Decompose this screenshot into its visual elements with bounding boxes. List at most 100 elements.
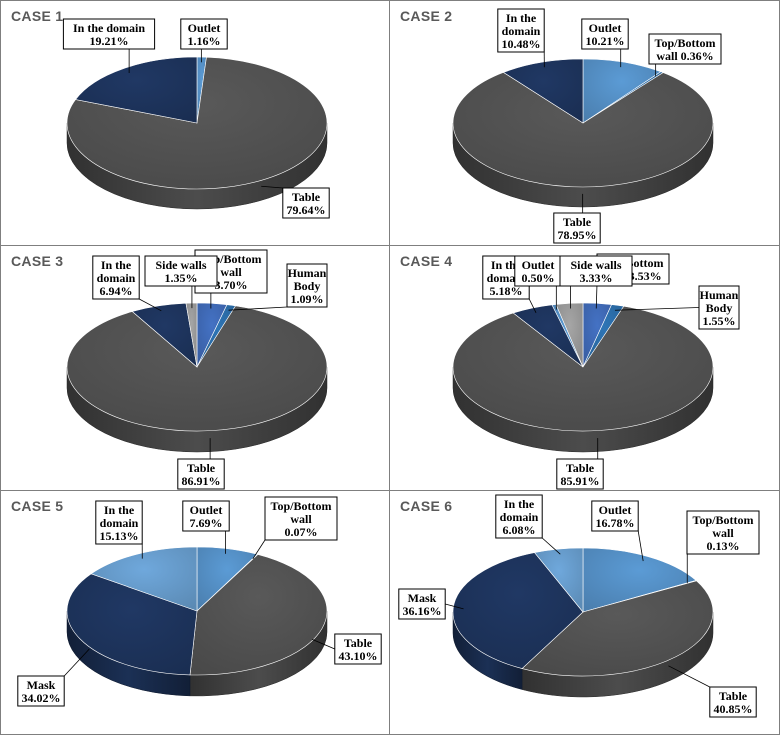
- data-label-text: wall: [220, 265, 242, 279]
- data-label-text: 16.78%: [596, 516, 635, 530]
- data-label-text: Side walls: [570, 258, 621, 272]
- data-label-text: Table: [719, 689, 748, 703]
- data-label-box: [95, 500, 143, 545]
- data-label-text: 34.02%: [22, 691, 61, 705]
- leader-line: [528, 298, 537, 314]
- pie-slice-table: [189, 554, 328, 676]
- data-label-text: 36.16%: [403, 604, 442, 618]
- leader-line: [139, 298, 162, 312]
- data-label-box: [177, 458, 225, 490]
- leader-line: [312, 638, 335, 650]
- data-label-text: 19.21%: [90, 34, 129, 48]
- data-label-box: [648, 33, 722, 65]
- data-label-text: 1.55%: [703, 314, 736, 328]
- pie-slice-in-the-domain: [74, 56, 198, 124]
- data-label-box: [282, 187, 330, 219]
- data-label-box: [17, 675, 65, 707]
- pie-slice-in-the-domain: [502, 58, 584, 124]
- data-label-text: wall 0.36%: [656, 49, 713, 63]
- data-label-text: Table: [344, 636, 373, 650]
- data-label-text: 1.16%: [188, 34, 221, 48]
- data-label-box: [686, 510, 760, 555]
- data-label-box: [591, 500, 639, 532]
- data-label-text: 3.33%: [580, 271, 613, 285]
- pie-slice-outlet: [582, 547, 697, 613]
- data-label-text: 6.94%: [100, 284, 133, 298]
- data-label-text: In the domain: [73, 21, 145, 35]
- data-label-box: [709, 686, 757, 718]
- data-label-text: 1.09%: [291, 292, 324, 306]
- data-label-text: 1.35%: [165, 271, 198, 285]
- data-label-text: 43.10%: [339, 649, 378, 663]
- data-label-text: Mask: [27, 678, 56, 692]
- data-label-text: In the: [101, 258, 132, 272]
- data-label-box: [62, 18, 156, 50]
- leader-line: [261, 185, 283, 189]
- data-label-text: domain: [97, 271, 136, 285]
- data-label-text: wall: [712, 526, 734, 540]
- data-label-text: Body: [294, 279, 321, 293]
- data-label-box: [581, 18, 629, 50]
- data-label-box: [264, 496, 338, 541]
- leader-line: [252, 539, 266, 560]
- pie-chart-case-3: Top/Bottomwall3.70%HumanBody1.09%Table86…: [66, 249, 328, 490]
- data-label-box: [497, 8, 545, 53]
- chart-panel-case-3: CASE 3 Top/Bottom wall 3.70% Human Body 1.09%…: [0, 245, 390, 491]
- chart-panel-case-5: CASE 5 Outlet 7.69% Top/Bottom wall 0.07% Tab…: [0, 490, 390, 735]
- data-label-text: Outlet: [522, 258, 555, 272]
- data-label-text: 0.50%: [522, 271, 555, 285]
- data-label-box: [92, 255, 140, 300]
- chart-panel-case-6: CASE 6 Outlet 16.78% Top/Bottom wall 0.13% Ta…: [389, 490, 780, 735]
- data-label-text: 85.91%: [561, 474, 600, 488]
- data-label-text: Top/Bottom: [271, 499, 332, 513]
- data-label-box: [180, 18, 228, 50]
- leader-line: [445, 603, 464, 610]
- pie-slice-mask: [452, 552, 584, 669]
- pie-slice-in-the-domain: [533, 547, 584, 613]
- data-label-text: wall: [290, 512, 312, 526]
- leader-line: [63, 648, 90, 677]
- data-label-text: Table: [566, 461, 595, 475]
- data-label-text: Top/Bottom: [655, 36, 716, 50]
- data-label-box: [398, 588, 446, 620]
- data-label-text: 5.18%: [490, 284, 523, 298]
- case-title: CASE 5: [11, 498, 64, 514]
- data-label-text: Body: [706, 301, 733, 315]
- data-label-text: 0.07%: [285, 525, 318, 539]
- data-label-text: Table: [187, 461, 216, 475]
- data-label-text: 79.64%: [287, 203, 326, 217]
- data-label-text: Human: [288, 266, 327, 280]
- data-label-box: [559, 255, 633, 287]
- pie-slice-table: [521, 580, 714, 677]
- chart-panel-case-4: CASE 4 Top/Bottom wall 3.53% Human Body 1.55…: [389, 245, 780, 491]
- case-title: CASE 2: [400, 8, 453, 24]
- data-label-text: 3.70%: [215, 278, 248, 292]
- pie-slice-side-walls: [185, 302, 198, 368]
- data-label-box: [144, 255, 218, 287]
- leader-line: [614, 307, 700, 311]
- data-label-box: [698, 285, 740, 330]
- data-label-text: domain: [100, 516, 139, 530]
- leader-line: [541, 537, 561, 555]
- data-label-text: 86.91%: [182, 474, 221, 488]
- data-label-text: In the: [491, 258, 522, 272]
- leader-line: [637, 530, 644, 562]
- leader-line: [228, 306, 288, 311]
- data-label-box: [286, 263, 328, 308]
- data-label-text: Top/Bottom: [693, 513, 754, 527]
- data-label-text: 10.21%: [586, 34, 625, 48]
- leader-line: [595, 283, 598, 309]
- data-label-text: Table: [563, 215, 592, 229]
- data-label-text: Human: [700, 288, 739, 302]
- data-label-text: 0.13%: [707, 539, 740, 553]
- chart-panel-case-1: CASE 1 Outlet 1.16% Table 79.64% In the doma…: [0, 0, 390, 246]
- case-title: CASE 6: [400, 498, 453, 514]
- data-label-text: In the: [506, 11, 537, 25]
- data-label-text: 15.13%: [100, 529, 139, 543]
- data-label-text: Mask: [408, 591, 437, 605]
- data-label-box: [334, 633, 382, 665]
